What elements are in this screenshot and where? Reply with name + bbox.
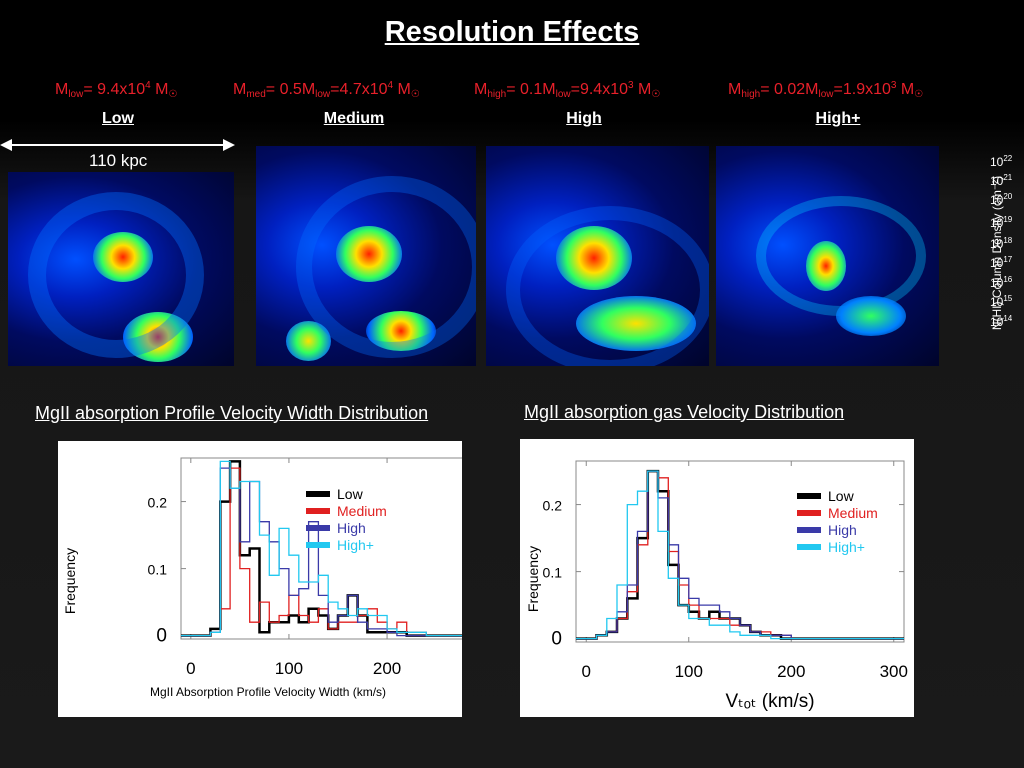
y-tick-label: 0 [551, 629, 562, 650]
legend-swatch [306, 525, 330, 531]
x-tick-label: 200 [777, 662, 805, 681]
x-tick-label: 100 [275, 659, 303, 678]
colorbar-tick: 1017 [990, 255, 1013, 270]
simulation-image-high-plus [716, 146, 939, 366]
panel-label-low: Low [102, 110, 134, 127]
y-tick-label: 0.1 [148, 562, 168, 578]
mass-label-low: Mlow= 9.4x104 M☉ [55, 80, 178, 100]
colorbar-tick: 1018 [990, 236, 1013, 251]
x-axis-label: Vₜₒₜ (km/s) [725, 691, 814, 712]
series-line-high-plus [576, 470, 904, 640]
x-axis-label: MgII Absorption Profile Velocity Width (… [150, 685, 386, 699]
scale-arrow [0, 139, 235, 151]
colorbar-tick: 1022 [990, 154, 1013, 169]
legend-label: High+ [828, 539, 865, 555]
panel-label-medium: Medium [323, 110, 385, 127]
colorbar-tick: 1014 [990, 314, 1013, 329]
y-axis-label: Frequency [62, 548, 78, 614]
x-tick-label: 0 [582, 662, 591, 681]
legend-swatch [306, 542, 330, 548]
panel-label-high-plus: High+ [815, 110, 861, 127]
colorbar-tick: 1021 [990, 173, 1013, 188]
legend-swatch [797, 544, 821, 550]
y-tick-label: 0.2 [148, 495, 168, 511]
series-line-high-plus [181, 460, 495, 637]
legend-label: Low [828, 488, 855, 504]
series-line-low [181, 460, 495, 637]
legend-label: High [337, 520, 366, 536]
simulation-image-low [8, 172, 234, 366]
plot-frame [180, 457, 496, 640]
legend-label: High+ [337, 537, 374, 553]
colorbar-tick: 1015 [990, 294, 1013, 309]
y-tick-label: 0.1 [543, 565, 563, 581]
chart-velocity-width-svg: 010020030000.10.2LowMediumHighHigh+MgII … [62, 457, 499, 699]
simulation-image-high [486, 146, 709, 366]
mass-label-high: Mhigh= 0.1Mlow=9.4x103 M☉ [474, 80, 661, 100]
x-tick-label: 300 [880, 662, 908, 681]
y-axis-label: Frequency [525, 546, 541, 612]
legend-swatch [797, 527, 821, 533]
chart-velocity-distribution: 0 100 200 300 0 0.1 0.2 Low Medium High High+ Vₜₒₜ … [520, 439, 914, 717]
colorbar-tick: 1016 [990, 275, 1013, 290]
plot-frame [575, 460, 905, 643]
colorbar-tick: 1020 [990, 192, 1013, 207]
simulation-image-medium [256, 146, 476, 366]
mass-label-high-plus: Mhigh= 0.02Mlow=1.9x103 M☉ [728, 80, 924, 100]
mass-label-medium: Mmed= 0.5Mlow=4.7x104 M☉ [233, 80, 420, 100]
legend-label: Low [337, 486, 364, 502]
scale-label: 110 kpc [89, 151, 148, 170]
y-tick-label: 0 [156, 626, 167, 647]
x-tick-label: 200 [373, 659, 401, 678]
right-section-title: MgII absorption gas Velocity Distributio… [524, 402, 845, 422]
y-tick-label: 0.2 [543, 498, 563, 514]
legend-swatch [797, 493, 821, 499]
legend-swatch [306, 491, 330, 497]
colorbar-tick: 1019 [990, 215, 1013, 230]
legend-label: Medium [337, 503, 387, 519]
legend-label: Medium [828, 505, 878, 521]
page-title: Resolution Effects [384, 16, 640, 48]
chart-velocity-width: 010020030000.10.2LowMediumHighHigh+MgII … [58, 441, 499, 717]
panel-label-high: High [566, 110, 602, 127]
x-tick-label: 100 [675, 662, 703, 681]
x-tick-label: 0 [186, 659, 195, 678]
legend-label: High [828, 522, 857, 538]
legend-swatch [306, 508, 330, 514]
left-section-title: MgII absorption Profile Velocity Width D… [35, 403, 429, 423]
legend-swatch [797, 510, 821, 516]
